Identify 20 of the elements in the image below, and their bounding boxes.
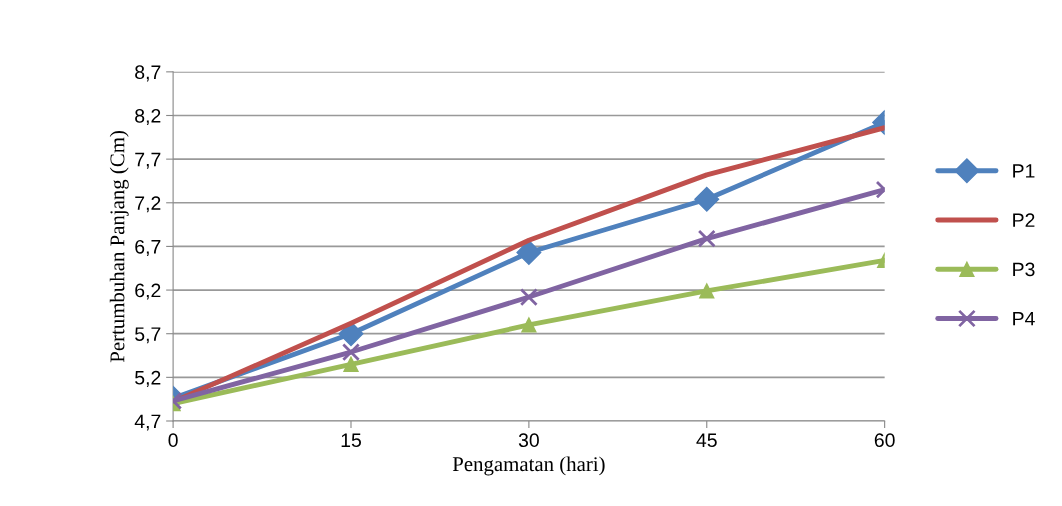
legend-label: P1: [1013, 164, 1035, 178]
x-tick-label: 15: [341, 433, 361, 448]
y-axis-title: Pertumbuhan Panjang (Cm): [109, 131, 129, 363]
legend-label: P2: [1013, 213, 1035, 227]
y-tick-label: 7,7: [135, 152, 161, 169]
y-tick-label: 8,7: [135, 65, 161, 82]
x-axis-title: Pengamatan (hari): [452, 456, 605, 476]
y-tick-label: 4,7: [134, 414, 161, 431]
x-tick-label: 0: [168, 433, 178, 448]
y-tick-label: 8,2: [135, 108, 161, 126]
x-tick-label: 45: [696, 433, 717, 448]
x-tick-label: 30: [518, 433, 539, 448]
y-tick-label: 5,7: [135, 327, 161, 344]
y-tick-label: 6,7: [135, 239, 161, 256]
legend-label: P3: [1013, 262, 1035, 277]
x-tick-label: 60: [874, 433, 895, 448]
y-tick-label: 5,2: [135, 370, 161, 387]
legend-label: P4: [1013, 311, 1035, 326]
y-tick-label: 6,2: [135, 283, 161, 300]
y-tick-label: 7,2: [135, 196, 161, 213]
